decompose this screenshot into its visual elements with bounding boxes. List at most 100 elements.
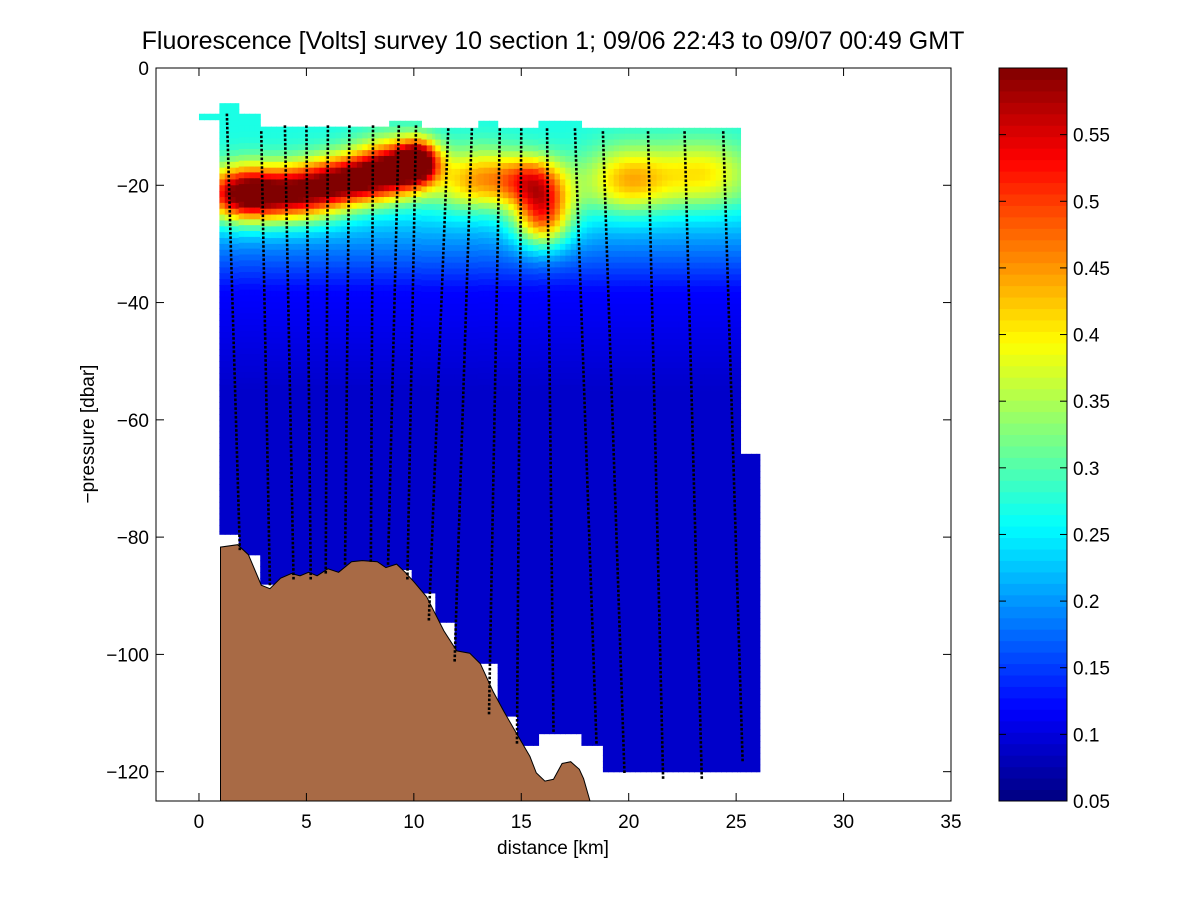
- heatmap-cell: [346, 361, 353, 368]
- heatmap-cell: [478, 431, 485, 439]
- heatmap-cell: [405, 214, 412, 222]
- heatmap-cell: [454, 450, 461, 457]
- heatmap-cell: [281, 273, 288, 280]
- heatmap-cell: [260, 554, 267, 562]
- heatmap-cell: [497, 661, 504, 668]
- heatmap-cell: [324, 525, 331, 532]
- heatmap-cell: [522, 338, 529, 346]
- heatmap-cell: [522, 403, 529, 410]
- heatmap-cell: [362, 267, 369, 274]
- heatmap-cell: [522, 239, 529, 246]
- heatmap-cell: [356, 226, 363, 233]
- heatmap-cell: [346, 161, 353, 169]
- heatmap-cell: [367, 419, 374, 427]
- heatmap-cell: [399, 367, 406, 374]
- heatmap-cell: [410, 496, 413, 503]
- heatmap-cell: [219, 167, 226, 175]
- heatmap-cell: [503, 532, 509, 539]
- heatmap-cell: [417, 425, 422, 433]
- heatmap-cell: [238, 172, 245, 179]
- heatmap-cell: [451, 432, 456, 440]
- heatmap-cell: [219, 284, 226, 292]
- heatmap-cell: [513, 315, 518, 322]
- heatmap-cell: [244, 354, 251, 361]
- heatmap-cell: [378, 197, 385, 204]
- heatmap-cell: [503, 268, 509, 276]
- heatmap-cell: [346, 460, 353, 468]
- heatmap-cell: [224, 431, 231, 439]
- heatmap-cell: [451, 485, 456, 492]
- heatmap-cell: [446, 221, 453, 229]
- heatmap-cell: [276, 197, 283, 204]
- heatmap-cell: [494, 226, 499, 233]
- heatmap-cell: [516, 620, 523, 627]
- heatmap-cell: [440, 397, 447, 405]
- heatmap-cell: [460, 538, 466, 545]
- heatmap-cell: [465, 356, 472, 363]
- heatmap-cell: [340, 372, 347, 380]
- heatmap-cell: [460, 321, 466, 328]
- heatmap-cell: [367, 337, 374, 345]
- heatmap-cell: [219, 519, 226, 526]
- heatmap-cell: [378, 179, 385, 186]
- heatmap-cell: [351, 308, 358, 315]
- heatmap-cell: [440, 620, 447, 623]
- heatmap-cell: [340, 384, 347, 392]
- heatmap-cell: [399, 384, 406, 392]
- heatmap-cell: [446, 596, 453, 604]
- heatmap-cell: [292, 314, 299, 321]
- heatmap-cell: [340, 402, 347, 409]
- heatmap-cell: [346, 214, 353, 222]
- heatmap-cell: [303, 326, 310, 333]
- heatmap-cell: [421, 421, 428, 428]
- heatmap-cell: [224, 290, 231, 298]
- heatmap-cell: [394, 460, 401, 468]
- heatmap-cell: [308, 466, 315, 474]
- heatmap-cell: [238, 395, 245, 402]
- heatmap-cell: [219, 173, 226, 181]
- heatmap-cell: [276, 490, 283, 497]
- heatmap-cell: [446, 145, 453, 152]
- heatmap-cell: [440, 292, 447, 299]
- heatmap-cell: [373, 167, 379, 175]
- heatmap-cell: [276, 267, 283, 274]
- heatmap-cell: [489, 390, 496, 397]
- heatmap-cell: [454, 163, 461, 170]
- heatmap-cell: [497, 250, 504, 258]
- heatmap-cell: [503, 508, 509, 516]
- heatmap-cell: [356, 525, 363, 532]
- heatmap-cell: [440, 174, 447, 182]
- heatmap-cell: [378, 150, 385, 157]
- heatmap-cell: [335, 167, 342, 175]
- heatmap-cell: [346, 542, 353, 550]
- heatmap-cell: [249, 248, 256, 256]
- heatmap-cell: [417, 542, 422, 550]
- heatmap-cell: [399, 484, 406, 491]
- heatmap-cell: [476, 186, 479, 193]
- heatmap-cell: [373, 290, 379, 298]
- heatmap-cell: [319, 408, 326, 415]
- heatmap-cell: [254, 530, 261, 537]
- heatmap-cell: [405, 161, 412, 169]
- heatmap-cell: [417, 554, 422, 562]
- heatmap-cell: [367, 232, 374, 239]
- heatmap-cell: [313, 466, 320, 474]
- heatmap-cell: [340, 191, 347, 198]
- heatmap-cell: [238, 236, 245, 244]
- heatmap-cell: [405, 320, 412, 327]
- heatmap-cell: [497, 409, 504, 416]
- heatmap-cell: [276, 220, 283, 227]
- heatmap-cell: [421, 503, 428, 510]
- heatmap-cell: [483, 185, 490, 192]
- heatmap-cell: [324, 507, 331, 515]
- heatmap-cell: [513, 690, 518, 698]
- heatmap-cell: [460, 344, 466, 352]
- heatmap-cell: [356, 419, 363, 427]
- heatmap-cell: [440, 591, 447, 598]
- heatmap-cell: [330, 507, 337, 515]
- heatmap-cell: [276, 384, 283, 392]
- heatmap-cell: [351, 226, 358, 233]
- heatmap-cell: [356, 443, 363, 450]
- heatmap-cell: [383, 390, 390, 397]
- heatmap-cell: [340, 267, 347, 274]
